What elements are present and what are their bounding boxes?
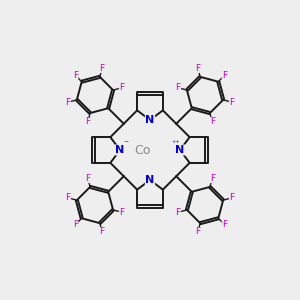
Text: F: F [230, 98, 235, 107]
Text: F: F [176, 83, 181, 92]
Text: F: F [119, 208, 124, 217]
Text: N: N [116, 145, 124, 155]
Text: F: F [85, 117, 90, 126]
Text: ⁺⁺: ⁺⁺ [171, 139, 179, 148]
Text: F: F [210, 174, 215, 183]
Text: F: F [119, 83, 124, 92]
Text: F: F [176, 208, 181, 217]
Text: F: F [85, 174, 90, 183]
Text: F: F [222, 220, 227, 229]
Text: F: F [73, 71, 78, 80]
Text: N: N [176, 145, 184, 155]
Text: F: F [73, 220, 78, 229]
Text: F: F [65, 193, 70, 202]
Text: N: N [146, 115, 154, 125]
Text: N: N [146, 175, 154, 185]
Text: Co: Co [134, 143, 151, 157]
Text: F: F [195, 227, 200, 236]
Text: F: F [230, 193, 235, 202]
Text: ⁻: ⁻ [123, 139, 128, 149]
Text: F: F [100, 227, 105, 236]
Text: F: F [210, 117, 215, 126]
Text: F: F [222, 71, 227, 80]
Text: F: F [100, 64, 105, 73]
Text: F: F [195, 64, 200, 73]
Text: F: F [65, 98, 70, 107]
